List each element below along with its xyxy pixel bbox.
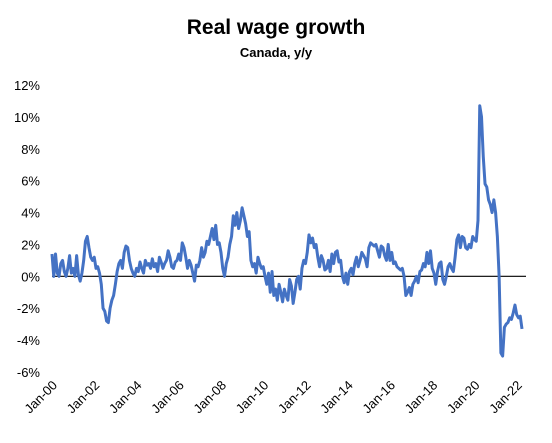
x-tick-label: Jan-14	[317, 378, 356, 417]
y-tick-label: -4%	[17, 333, 41, 348]
x-tick-label: Jan-10	[233, 378, 272, 417]
x-tick-label: Jan-04	[106, 378, 145, 417]
x-tick-label: Jan-00	[21, 378, 60, 417]
y-tick-label: -2%	[17, 301, 41, 316]
x-tick-label: Jan-20	[444, 378, 483, 417]
x-tick-label: Jan-08	[190, 378, 229, 417]
x-tick-label: Jan-16	[359, 378, 398, 417]
x-tick-label: Jan-02	[64, 378, 103, 417]
y-tick-label: 12%	[14, 78, 40, 93]
y-tick-label: 2%	[21, 237, 40, 252]
y-tick-label: 6%	[21, 174, 40, 189]
chart-title: Real wage growth	[187, 16, 366, 39]
x-tick-label: Jan-22	[486, 378, 525, 417]
y-tick-label: 10%	[14, 110, 40, 125]
y-tick-label: 8%	[21, 142, 40, 157]
data-line	[50, 104, 524, 358]
y-tick-label: -6%	[17, 365, 41, 380]
chart-subtitle: Canada, y/y	[240, 45, 313, 60]
x-tick-label: Jan-18	[402, 378, 441, 417]
x-tick-label: Jan-12	[275, 378, 314, 417]
x-tick-label: Jan-06	[148, 378, 187, 417]
y-tick-label: 0%	[21, 269, 40, 284]
y-tick-label: 4%	[21, 206, 40, 221]
